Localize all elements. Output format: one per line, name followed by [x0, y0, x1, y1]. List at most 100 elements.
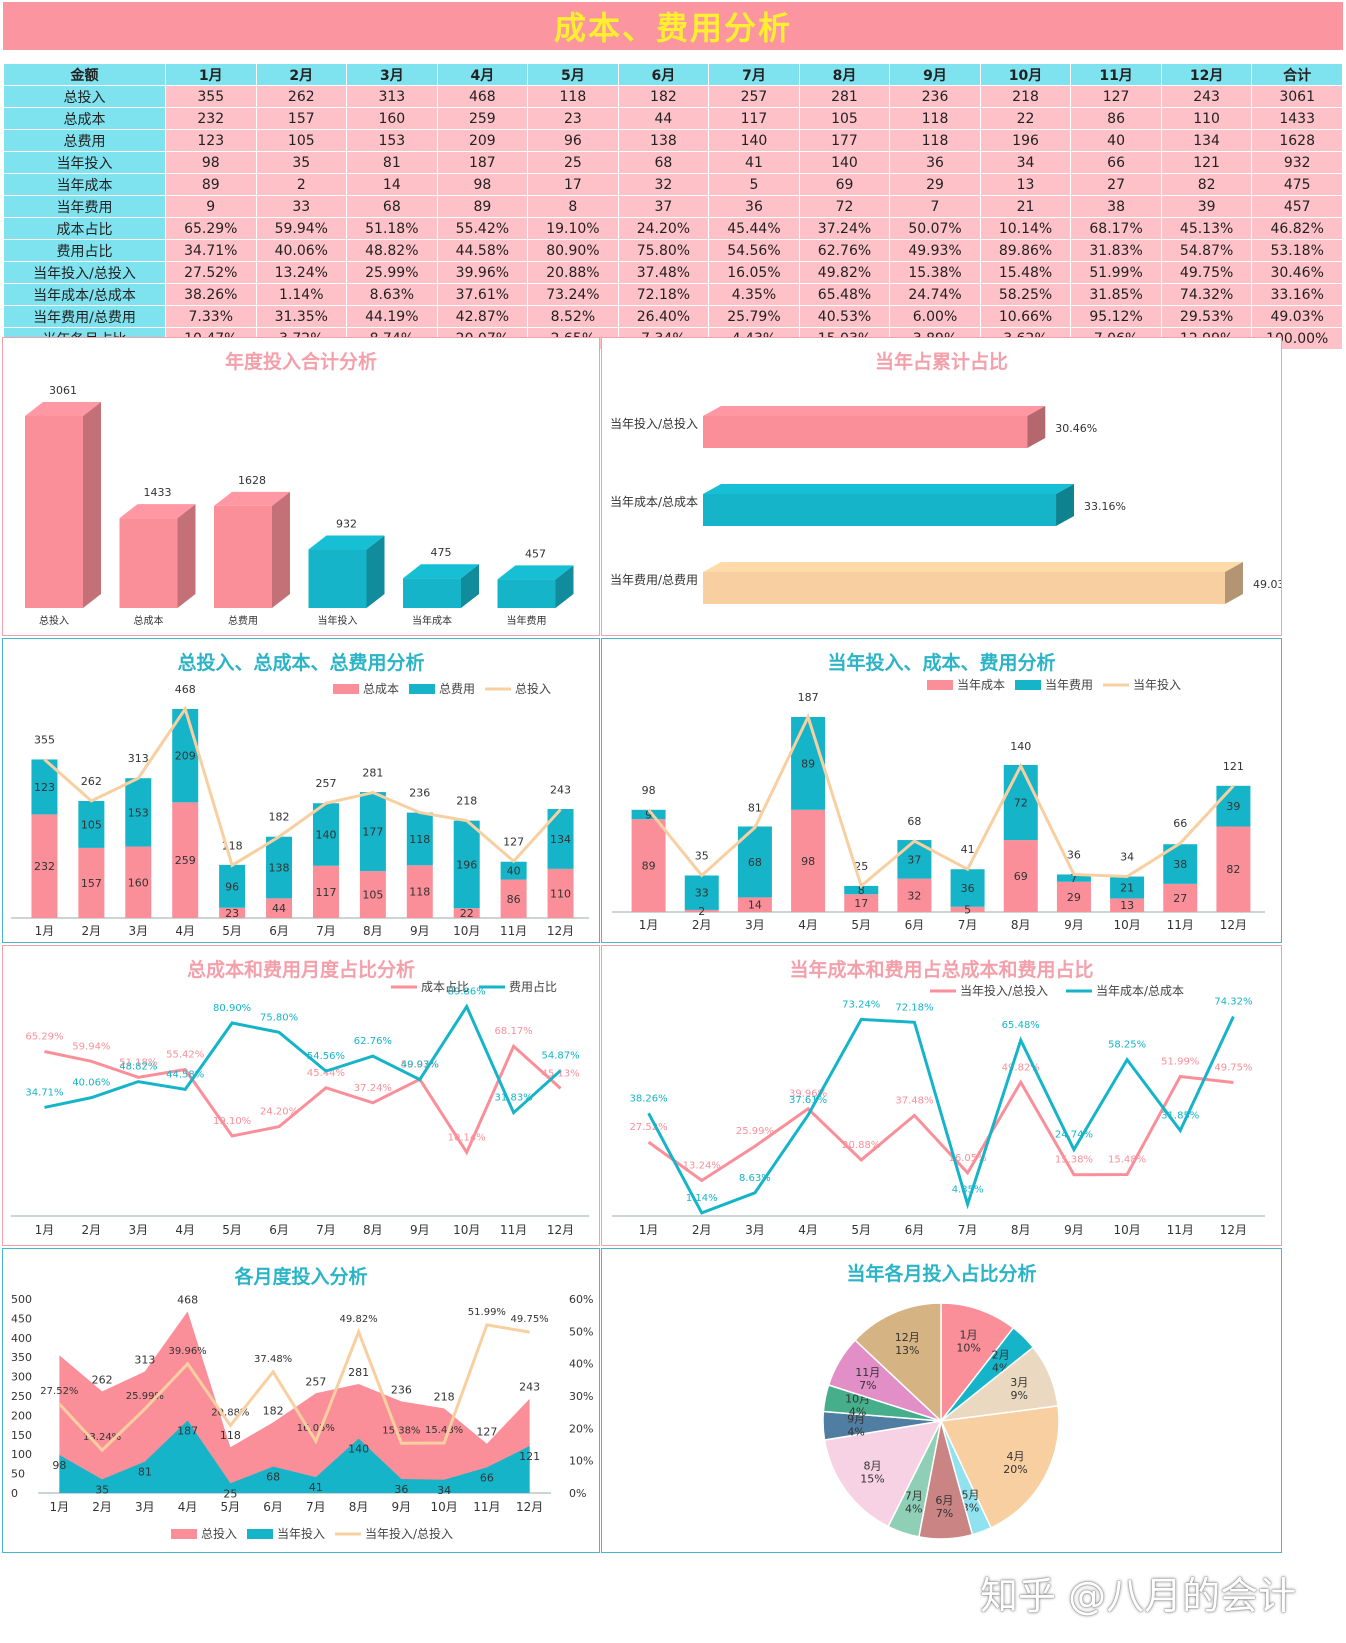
data-label: 74.32%	[1214, 997, 1252, 1008]
data-label: 50.07%	[401, 1059, 439, 1070]
data-label: 32	[907, 889, 921, 902]
bar-value-label: 3061	[49, 384, 77, 397]
table-cell: 51.18%	[346, 217, 438, 240]
table-cell: 160	[346, 107, 438, 130]
data-label: 118	[220, 1429, 241, 1442]
data-label: 29	[1067, 891, 1081, 904]
table-cell: 95.12%	[1070, 305, 1162, 328]
line-value-label: 13.24%	[83, 1432, 121, 1443]
bar-segment-当年成本	[950, 906, 985, 912]
line-series-当年投入/总投入	[647, 1074, 1234, 1183]
bar-segment-总费用	[266, 836, 293, 899]
row-label: 总投入	[3, 85, 166, 108]
table-header-cell: 2月	[255, 63, 348, 86]
page-title: 成本、费用分析	[553, 9, 792, 47]
table-cell: 355	[165, 85, 257, 108]
line-value-label: 313	[128, 752, 149, 765]
x-tick-label: 2月	[82, 1223, 102, 1237]
x-tick-label: 8月	[1011, 1223, 1031, 1237]
data-label: 182	[263, 1404, 284, 1417]
x-tick-label: 总成本	[134, 614, 164, 627]
table-row: 总成本 232 157 160 259 23 44 117 105 118 22 86 110 1433	[3, 107, 1343, 130]
line-series-当年投入	[647, 712, 1235, 889]
table-cell: 1628	[1251, 129, 1343, 152]
chart-title: 当年各月投入占比分析	[846, 1263, 1037, 1285]
x-tick-label: 8月	[363, 924, 383, 938]
table-cell: 313	[346, 85, 438, 108]
bar-top	[119, 504, 196, 519]
x-tick-label: 6月	[269, 924, 289, 938]
x-tick-label: 7月	[306, 1500, 326, 1514]
bar-segment-当年成本	[791, 809, 826, 912]
table-cell: 117	[708, 107, 800, 130]
pie-category-label: 9月	[847, 1412, 865, 1425]
data-label: 36	[394, 1483, 408, 1496]
x-tick-label: 2月	[692, 1223, 712, 1237]
data-label: 118	[409, 886, 430, 899]
table-cell: 40.53%	[798, 305, 891, 328]
x-tick-label: 2月	[82, 924, 102, 938]
data-label: 13	[1120, 899, 1134, 912]
table-cell: 196	[979, 129, 1072, 152]
data-label: 68	[266, 1471, 280, 1484]
table-cell: 1.14%	[255, 283, 348, 306]
table-cell: 39	[1160, 195, 1253, 218]
watermark: 知乎 @八月的会计	[980, 1574, 1297, 1618]
data-label: 86	[507, 893, 521, 906]
x-tick-label: 6月	[263, 1500, 283, 1514]
table-cell: 15.48%	[979, 261, 1072, 284]
table-cell: 4.35%	[708, 283, 800, 306]
table-cell: 218	[979, 85, 1072, 108]
bar-segment-当年成本	[1056, 881, 1091, 912]
bar-top	[703, 406, 1046, 416]
table-cell: 10.14%	[979, 217, 1072, 240]
line-value-label: 20.88%	[211, 1407, 249, 1418]
line-series-当年投入/总投入	[58, 1323, 530, 1453]
data-label: 257	[305, 1375, 326, 1388]
line-series-成本占比	[44, 1043, 562, 1156]
table-cell: 45.44%	[708, 217, 800, 240]
table-cell: 140	[708, 129, 800, 152]
bar-segment-当年成本	[1110, 898, 1145, 912]
table-cell: 49.03%	[1251, 305, 1343, 328]
x-tick-label: 2月	[92, 1500, 112, 1514]
table-cell: 105	[255, 129, 348, 152]
table-cell: 35	[255, 151, 348, 174]
legend-swatch	[927, 680, 953, 690]
table-cell: 36	[708, 195, 800, 218]
x-tick-label: 8月	[349, 1500, 369, 1514]
legend-label: 当年投入/总投入	[365, 1526, 453, 1541]
table-cell: 187	[436, 151, 529, 174]
table-cell: 33.16%	[1251, 283, 1343, 306]
line-value-label: 187	[798, 691, 819, 704]
data-label: 89	[801, 757, 815, 770]
table-cell: 153	[346, 129, 438, 152]
table-cell: 38.26%	[165, 283, 257, 306]
line-value-label: 81	[748, 802, 762, 815]
data-label: 68	[748, 856, 762, 869]
table-cell: 89.86%	[979, 239, 1072, 262]
bar-top	[703, 562, 1243, 572]
table-cell: 22	[979, 107, 1072, 130]
data-label: 110	[550, 887, 571, 900]
data-label: 243	[519, 1381, 540, 1394]
pie-category-label: 8月	[864, 1459, 882, 1472]
current-ratio-line-chart: 27.52% 13.24% 25.99% 39.96% 20.88% 37.48% 16.0…	[612, 983, 1265, 1237]
line-value-label: 468	[175, 683, 196, 696]
table-row: 费用占比 34.71% 40.06% 48.82% 44.58% 80.90% 75.80%…	[3, 239, 1343, 262]
data-label: 22	[460, 907, 474, 920]
line-value-label: 37.48%	[254, 1354, 292, 1365]
table-cell: 134	[1160, 129, 1253, 152]
bar-segment-当年费用	[684, 875, 719, 910]
line-value-label: 39.96%	[169, 1346, 207, 1357]
table-cell: 69	[798, 173, 891, 196]
table-cell: 96	[527, 129, 619, 152]
bar-top	[497, 565, 574, 580]
data-label: 44.58%	[166, 1069, 204, 1080]
x-tick-label: 11月	[500, 1223, 527, 1237]
table-cell: 37.61%	[436, 283, 529, 306]
bar-value-label: 457	[525, 547, 546, 560]
pie-category-label: 4月	[1006, 1450, 1024, 1463]
x-tick-label: 1月	[639, 918, 659, 932]
bar-front	[703, 416, 1028, 448]
